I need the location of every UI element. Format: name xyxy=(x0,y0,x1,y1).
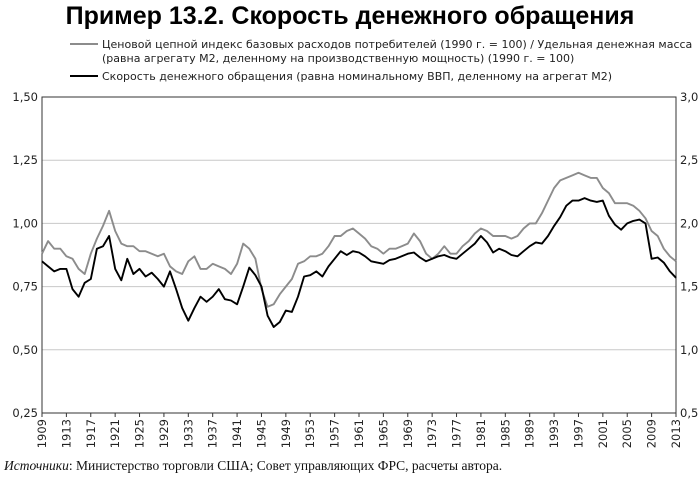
x-tick-label: 1985 xyxy=(498,419,512,448)
x-tick-label: 1917 xyxy=(84,419,98,448)
x-tick-label: 1945 xyxy=(254,419,268,448)
series-line-price-ratio xyxy=(41,171,677,308)
left-tick-label: 1,00 xyxy=(12,216,38,230)
x-tick-label: 1913 xyxy=(59,419,73,448)
x-tick-label: 1957 xyxy=(328,419,342,448)
x-tick-label: 1965 xyxy=(376,419,390,448)
legend-label-price-ratio-line1: Ценовой цепной индекс базовых расходов п… xyxy=(102,38,692,51)
left-tick-label: 0,75 xyxy=(12,280,38,294)
left-tick-label: 1,50 xyxy=(12,90,38,104)
right-tick-label: 2,0 xyxy=(680,216,698,230)
source-note: Источники: Министерство торговли США; Со… xyxy=(3,458,502,473)
legend-label-price-ratio: Ценовой цепной индекс базовых расходов п… xyxy=(102,38,696,65)
gridlines xyxy=(42,159,676,351)
x-tick-label: 2001 xyxy=(596,419,610,448)
right-tick-label: 0,5 xyxy=(680,406,698,420)
x-tick-label: 1949 xyxy=(279,419,293,448)
legend-label-price-ratio-line2: (равна агрегату M2, деленному на произво… xyxy=(102,52,574,65)
plot-area-frame xyxy=(41,96,677,414)
source-label: Источники xyxy=(3,458,69,473)
legend: Ценовой цепной индекс базовых расходов п… xyxy=(70,38,696,83)
series-line-velocity xyxy=(41,197,677,328)
right-tick-label: 3,0 xyxy=(680,90,698,104)
x-tick-label: 1921 xyxy=(108,419,122,448)
x-tick-label: 1981 xyxy=(474,419,488,448)
left-axis-ticks: 0,25 0,50 0,75 1,00 1,25 1,50 xyxy=(12,90,38,420)
left-tick-label: 0,50 xyxy=(12,343,38,357)
x-axis-ticks: 1909 1913 1917 1921 1925 1929 1933 1937 1941 1945… xyxy=(35,413,683,448)
right-tick-label: 1,0 xyxy=(680,343,698,357)
x-tick-label: 1937 xyxy=(206,419,220,448)
x-tick-label: 1909 xyxy=(35,419,49,448)
right-axis-ticks: 0,5 1,0 1,5 2,0 2,5 3,0 xyxy=(680,90,698,420)
left-tick-label: 0,25 xyxy=(12,406,38,420)
x-tick-label: 1941 xyxy=(230,419,244,448)
x-tick-label: 2009 xyxy=(645,419,659,448)
x-tick-label: 1929 xyxy=(157,419,171,448)
x-tick-label: 1973 xyxy=(425,419,439,448)
chart-title: Пример 13.2. Скорость денежного обращени… xyxy=(66,2,635,30)
x-tick-label: 1969 xyxy=(401,419,415,448)
x-tick-label: 1933 xyxy=(181,419,195,448)
right-tick-label: 2,5 xyxy=(680,153,698,167)
x-tick-label: 2005 xyxy=(620,419,634,448)
x-tick-label: 1961 xyxy=(352,419,366,448)
x-tick-label: 2013 xyxy=(669,419,683,448)
legend-label-velocity: Скорость денежного обращения (равна номи… xyxy=(102,70,612,83)
right-tick-label: 1,5 xyxy=(680,280,698,294)
left-tick-label: 1,25 xyxy=(12,153,38,167)
series-lines xyxy=(41,171,677,328)
x-tick-label: 1953 xyxy=(303,419,317,448)
source-text: : Министерство торговли США; Совет управ… xyxy=(69,458,502,473)
x-tick-label: 1925 xyxy=(133,419,147,448)
x-tick-label: 1993 xyxy=(547,419,561,448)
x-tick-label: 1989 xyxy=(523,419,537,448)
x-tick-label: 1977 xyxy=(450,419,464,448)
x-tick-label: 1997 xyxy=(571,419,585,448)
